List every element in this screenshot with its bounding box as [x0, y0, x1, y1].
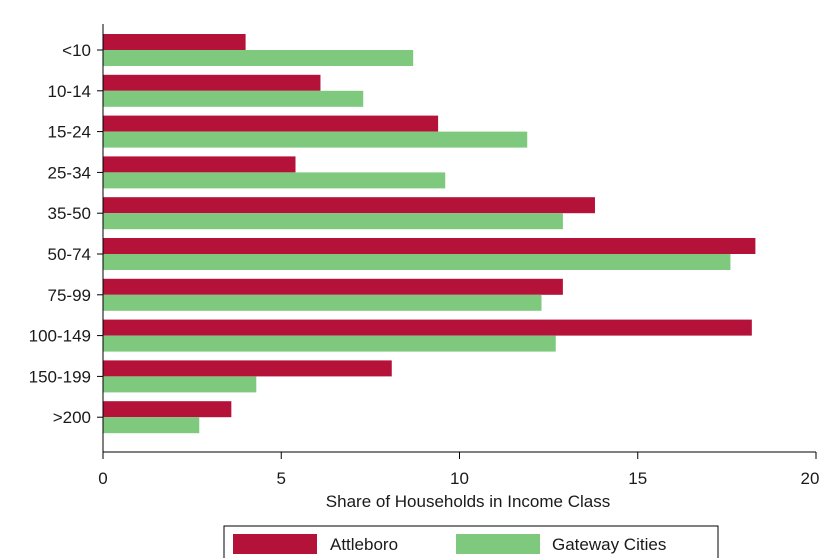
bar-gateway-cities-3	[103, 172, 446, 189]
bar-attleboro-5	[103, 238, 756, 254]
bar-attleboro-9	[103, 401, 232, 418]
category-label-8: 150-199	[29, 367, 91, 386]
category-label-1: 10-14	[48, 82, 91, 101]
bar-gateway-cities-4	[103, 213, 563, 230]
legend: Attleboro Gateway Cities	[223, 525, 719, 558]
bar-attleboro-1	[103, 74, 321, 91]
category-label-9: >200	[53, 408, 91, 427]
category-label-3: 25-34	[48, 163, 91, 182]
x-tick-label-4: 20	[801, 469, 820, 488]
x-axis: 0 5 10 15 20	[98, 451, 820, 488]
bar-gateway-cities-7	[103, 335, 556, 352]
bar-gateway-cities-8	[103, 376, 257, 393]
x-axis-title: Share of Households in Income Class	[326, 492, 610, 511]
bar-gateway-cities-2	[103, 131, 528, 148]
bar-attleboro-6	[103, 278, 563, 295]
bar-gateway-cities-0	[103, 50, 414, 66]
category-label-6: 75-99	[48, 286, 91, 305]
x-tick-label-1: 5	[277, 469, 286, 488]
bar-attleboro-8	[103, 360, 392, 377]
legend-swatch-attleboro	[233, 534, 317, 554]
category-labels: <10 10-14 15-24 25-34 35-50 50-74 75-99 100-149…	[29, 41, 103, 427]
bar-gateway-cities-9	[103, 417, 200, 434]
category-label-7: 100-149	[29, 327, 91, 346]
x-tick-label-0: 0	[98, 469, 107, 488]
bar-attleboro-0	[103, 34, 246, 50]
category-label-4: 35-50	[48, 204, 91, 223]
category-label-0: <10	[62, 41, 91, 60]
bar-gateway-cities-1	[103, 90, 364, 107]
bar-attleboro-7	[103, 319, 752, 336]
category-label-2: 15-24	[48, 123, 91, 142]
bar-attleboro-3	[103, 156, 296, 173]
x-tick-label-2: 10	[450, 469, 469, 488]
legend-swatch-gateway-cities	[456, 534, 540, 554]
bar-attleboro-2	[103, 115, 439, 132]
legend-label-attleboro: Attleboro	[330, 535, 398, 554]
bars-group	[103, 34, 756, 434]
bar-attleboro-4	[103, 197, 595, 214]
bar-gateway-cities-5	[103, 254, 731, 270]
x-tick-label-3: 15	[628, 469, 647, 488]
bar-gateway-cities-6	[103, 294, 542, 311]
legend-label-gateway-cities: Gateway Cities	[552, 535, 666, 554]
category-label-5: 50-74	[48, 245, 91, 264]
